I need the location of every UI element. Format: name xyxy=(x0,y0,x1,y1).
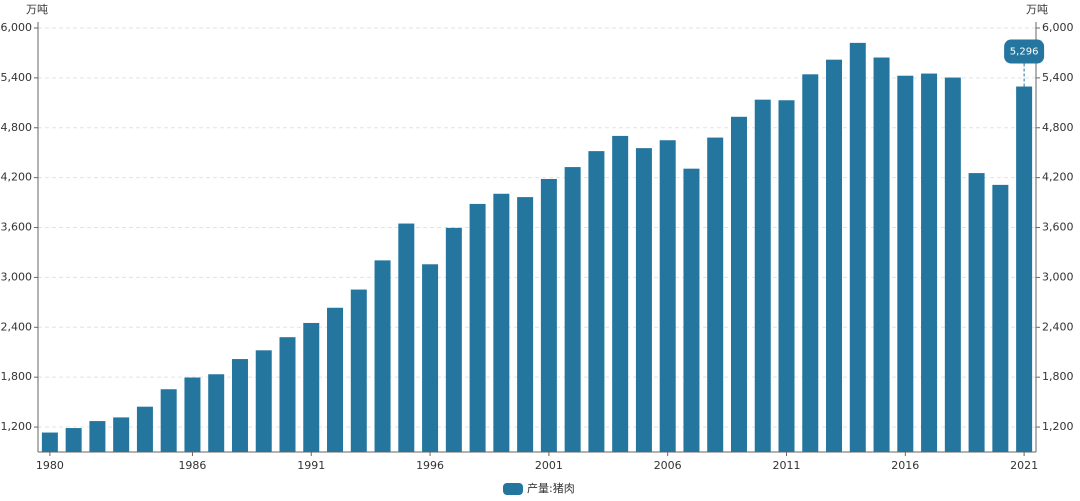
x-tick-label: 1986 xyxy=(178,459,206,472)
y2-tick-label: 2,400 xyxy=(1042,320,1074,333)
bar xyxy=(992,184,1009,452)
bar xyxy=(398,223,415,452)
x-tick-label: 1996 xyxy=(416,459,444,472)
y2-tick-label: 3,600 xyxy=(1042,221,1074,234)
bar xyxy=(136,406,153,452)
bar xyxy=(944,77,961,452)
bar xyxy=(493,193,510,452)
y-tick-label: 2,400 xyxy=(1,320,33,333)
bar xyxy=(612,135,629,452)
bar xyxy=(41,432,58,452)
value-label-box xyxy=(1004,39,1045,64)
y-tick-label: 4,200 xyxy=(1,171,33,184)
legend-label: 产量:猪肉 xyxy=(527,481,575,495)
x-tick-label: 2011 xyxy=(773,459,801,472)
bar xyxy=(327,307,344,452)
y-tick-label: 3,600 xyxy=(1,221,33,234)
x-tick-label: 1980 xyxy=(36,459,64,472)
y-axis-unit: 万吨 xyxy=(26,3,48,16)
bar xyxy=(279,337,296,452)
y-tick-label: 4,800 xyxy=(1,121,33,134)
bar xyxy=(707,137,724,453)
bar xyxy=(778,100,795,452)
bar xyxy=(873,57,890,452)
bar xyxy=(730,116,747,452)
bar xyxy=(231,359,248,452)
legend-swatch[interactable] xyxy=(503,483,523,495)
y-tick-label: 5,400 xyxy=(1,71,33,84)
y2-axis-unit: 万吨 xyxy=(1026,3,1048,16)
x-tick-label: 2001 xyxy=(535,459,563,472)
x-tick-label: 2016 xyxy=(891,459,919,472)
y2-tick-label: 1,800 xyxy=(1042,370,1074,383)
x-tick-label: 1991 xyxy=(297,459,325,472)
y2-tick-label: 5,400 xyxy=(1042,71,1074,84)
x-tick-label: 2021 xyxy=(1010,459,1038,472)
bar xyxy=(897,75,914,452)
bar xyxy=(754,99,771,453)
bar xyxy=(921,73,938,453)
bar xyxy=(184,377,201,452)
bar xyxy=(517,197,534,452)
bar xyxy=(849,42,866,453)
y-tick-label: 1,800 xyxy=(1,370,33,383)
bar xyxy=(445,227,462,452)
bar xyxy=(469,203,486,452)
x-tick-label: 2006 xyxy=(654,459,682,472)
bar xyxy=(1016,86,1033,452)
bar xyxy=(540,178,557,453)
value-label: 5,296 xyxy=(1010,47,1039,58)
bar xyxy=(113,417,130,452)
y-tick-label: 6,000 xyxy=(1,21,33,34)
bar xyxy=(89,421,106,452)
bar xyxy=(350,289,367,452)
bar xyxy=(826,59,843,452)
y2-tick-label: 6,000 xyxy=(1042,21,1074,34)
bar xyxy=(564,167,581,452)
bar xyxy=(65,428,82,452)
bar xyxy=(255,350,272,452)
y2-tick-label: 3,000 xyxy=(1042,270,1074,283)
bar xyxy=(683,168,700,453)
y2-tick-label: 4,800 xyxy=(1042,121,1074,134)
y2-tick-label: 1,200 xyxy=(1042,420,1074,433)
bar xyxy=(659,140,676,452)
bar xyxy=(802,74,819,453)
y2-tick-label: 4,200 xyxy=(1042,171,1074,184)
bar xyxy=(160,389,177,452)
bar xyxy=(303,322,320,452)
bar xyxy=(635,148,652,452)
bar xyxy=(588,151,605,452)
y-tick-label: 1,200 xyxy=(1,420,33,433)
bar xyxy=(968,173,985,452)
bar xyxy=(422,264,439,452)
y-tick-label: 3,000 xyxy=(1,270,33,283)
bar xyxy=(374,260,391,452)
bar xyxy=(208,374,225,452)
